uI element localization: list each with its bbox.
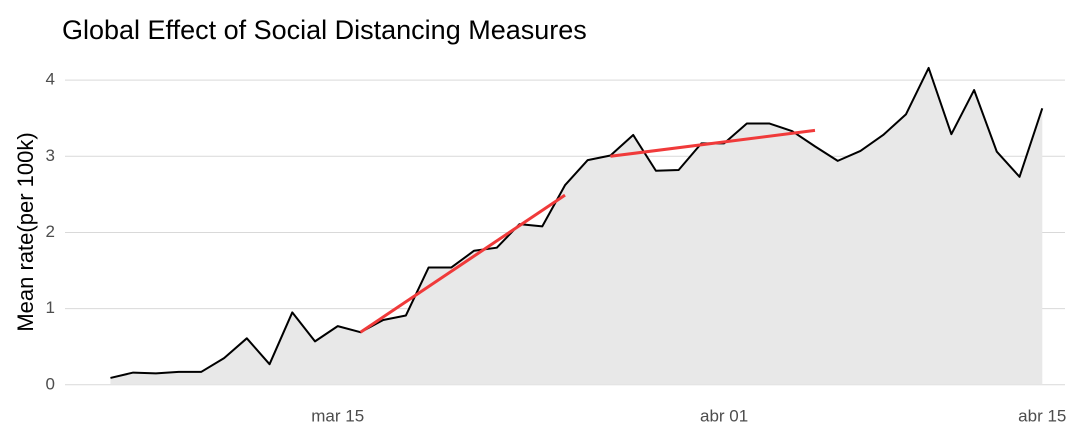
trend-line	[610, 128, 816, 158]
y-tick-label: 3	[46, 146, 55, 165]
y-tick-label: 4	[46, 70, 55, 89]
y-tick-label: 1	[46, 298, 55, 317]
x-tick-label: mar 15	[311, 406, 364, 425]
line	[110, 66, 1044, 379]
y-axis-label: Mean rate(per 100k)	[13, 132, 38, 331]
x-tick-label: abr 15	[1018, 406, 1066, 425]
area	[110, 67, 1043, 385]
y-tick-label: 0	[46, 374, 55, 393]
x-tick-label: abr 01	[700, 406, 748, 425]
chart-title: Global Effect of Social Distancing Measu…	[62, 15, 587, 45]
y-tick-label: 2	[46, 222, 55, 241]
trend-line	[359, 193, 566, 334]
